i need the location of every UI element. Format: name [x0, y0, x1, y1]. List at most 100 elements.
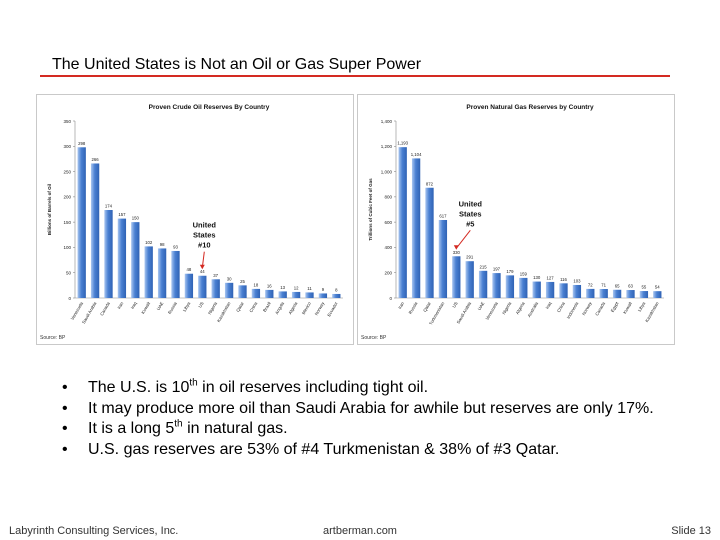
bar-uae [157, 248, 167, 298]
x-tick-label: Canada [99, 300, 111, 316]
bar-value-label: 16 [267, 283, 272, 288]
x-tick-label: Iran [116, 300, 124, 309]
bar-ecuador [332, 293, 341, 298]
bar-value-label: 150 [132, 216, 140, 221]
us-annotation-text: United [459, 199, 483, 208]
x-tick-label: Mexico [301, 300, 312, 315]
footer-website: artberman.com [323, 525, 397, 537]
y-axis-label: Billions of Barrels of Oil [47, 184, 52, 235]
bar-russia [171, 250, 180, 298]
bar-value-label: 98 [160, 242, 165, 247]
x-tick-label: China [556, 300, 566, 313]
bar-iran [117, 218, 127, 298]
bar-value-label: 8 [335, 287, 338, 292]
bar-value-label: 266 [92, 157, 100, 162]
bar-value-label: 12 [294, 285, 299, 290]
bullet-dot: • [62, 399, 68, 417]
footer-slide-number: Slide 13 [671, 525, 711, 537]
bar-qatar [425, 187, 434, 298]
bar-value-label: 179 [506, 269, 514, 274]
bullet-item: • It is a long 5th in natural gas. [62, 419, 702, 440]
y-tick-label: 800 [384, 195, 392, 200]
bar-qatar [238, 285, 247, 298]
x-tick-label: Venezuela [70, 300, 85, 320]
bar-china [251, 288, 261, 298]
bar-value-label: 1,104 [411, 152, 422, 157]
y-tick-label: 0 [389, 296, 392, 301]
bar-venezuela [77, 147, 86, 298]
bar-value-label: 9 [322, 287, 325, 292]
y-axis-label: Trillions of Cubic Feet of Gas [368, 178, 373, 241]
x-tick-label: Iraq [544, 300, 552, 309]
x-tick-label: Iraq [130, 300, 138, 309]
bar-value-label: 197 [493, 267, 501, 272]
bar-value-label: 54 [655, 285, 660, 290]
bar-brazil [265, 289, 274, 298]
bar-value-label: 298 [78, 141, 86, 146]
bar-value-label: 157 [118, 212, 126, 217]
oil-reserves-chart-svg: Proven Crude Oil Reserves By Country 0 50 1… [47, 104, 343, 325]
y-tick-label: 350 [63, 119, 71, 124]
footer-company: Labyrinth Consulting Services, Inc. [9, 525, 179, 537]
bullet-item: • U.S. gas reserves are 53% of #4 Turkmen… [62, 440, 702, 461]
bar-us [198, 275, 207, 298]
x-tick-label: Brazil [262, 301, 272, 313]
x-tick-label: Angola [274, 300, 285, 315]
us-annotation-arrowhead [199, 264, 205, 270]
bar-iraq [545, 281, 555, 298]
bar-value-label: 1,193 [397, 141, 408, 146]
bar-value-label: 63 [628, 284, 633, 289]
bar-canada [104, 210, 113, 298]
x-tick-label: Libya [637, 300, 647, 312]
chart-title: Proven Crude Oil Reserves By Country [149, 104, 270, 111]
bar-kuwait [144, 246, 153, 298]
x-tick-label: Canada [594, 300, 606, 316]
bar-angola [278, 291, 287, 298]
x-tick-label: Norway [581, 300, 593, 316]
bar-value-label: 127 [547, 275, 555, 280]
us-annotation-text: States [459, 209, 482, 218]
bar-value-label: 55 [642, 285, 647, 290]
bar-value-label: 13 [280, 285, 285, 290]
x-tick-label: US [451, 301, 458, 309]
x-tick-label: Egypt [610, 300, 620, 313]
bar-libya [639, 291, 649, 298]
chart-source-note: Source: BP [40, 335, 66, 341]
x-tick-label: Libya [182, 300, 192, 312]
bar-iraq [131, 222, 140, 298]
x-tick-label: Nigeria [207, 300, 218, 315]
bar-value-label: 330 [453, 250, 461, 255]
y-tick-label: 300 [63, 144, 71, 149]
bar-value-label: 872 [426, 181, 434, 186]
bar-value-label: 72 [588, 282, 593, 287]
bar-value-label: 93 [173, 244, 178, 249]
bar-kuwait [626, 290, 635, 298]
bullet-text-continued: in oil reserves including tight oil. [197, 379, 429, 396]
bar-value-label: 25 [240, 279, 245, 284]
bar-china [559, 283, 568, 298]
bar-saudi-arabia [465, 261, 474, 298]
x-tick-label: Norway [314, 300, 326, 316]
bar-algeria [291, 291, 301, 298]
bar-turkmenistan [438, 219, 448, 298]
bar-australia [532, 281, 541, 298]
bar-russia [411, 158, 421, 298]
bar-value-label: 174 [105, 204, 113, 209]
bar-value-label: 159 [520, 271, 528, 276]
y-tick-label: 200 [384, 271, 392, 276]
y-tick-label: 50 [66, 271, 72, 276]
bullet-text: It is a long 5 [88, 420, 175, 437]
bar-nigeria [211, 279, 220, 298]
bar-value-label: 215 [480, 264, 488, 269]
bar-us [452, 256, 461, 298]
x-tick-label: Australia [526, 300, 539, 318]
us-annotation-text: #10 [198, 241, 211, 250]
x-tick-label: Venezuela [484, 300, 499, 320]
bar-value-label: 617 [439, 213, 447, 218]
bar-value-label: 116 [560, 277, 567, 282]
bar-libya [184, 273, 194, 298]
bullet-text: The U.S. is 10 [88, 379, 190, 396]
bar-venezuela [492, 273, 501, 298]
chart-source-note: Source: BP [361, 335, 387, 341]
us-annotation-arrowhead [453, 245, 459, 250]
